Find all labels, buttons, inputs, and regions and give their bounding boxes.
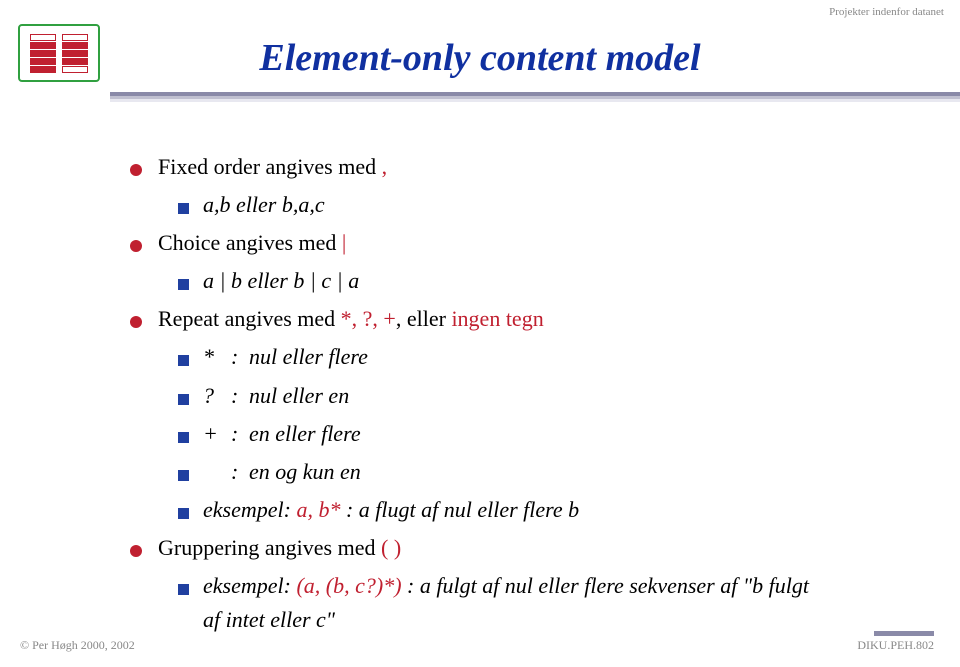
symbol: | [342,230,346,255]
title-divider [110,92,960,102]
bullet-icon [178,355,189,366]
symbol: *, ?, + [341,306,396,331]
bullet-icon [130,545,142,557]
bullet-text: Gruppering angives med ( ) [158,531,401,565]
bullet-icon [178,470,189,481]
bullet-text: Fixed order angives med , [158,150,387,184]
text: Repeat angives med [158,306,341,331]
symbol: + [203,417,231,451]
bullet-icon [130,240,142,252]
bullet-repeat: Repeat angives med *, ?, +, eller ingen … [130,302,890,336]
symbol: a, b* [296,497,340,522]
bullet-grouping: Gruppering angives med ( ) [130,531,890,565]
example-repeat: eksempel: a, b* : a flugt af nul eller f… [130,493,890,527]
bullet-icon [178,279,189,290]
op-plus: +:en eller flere [130,417,890,451]
symbol: * [203,340,231,374]
symbol: ingen tegn [451,306,543,331]
footer-copyright: © Per Høgh 2000, 2002 [20,638,135,653]
op-line: +:en eller flere [203,417,361,451]
op-question: ?:nul eller en [130,379,890,413]
bullet-icon [178,432,189,443]
symbol: ? [203,379,231,413]
example-text: eksempel: (a, (b, c?)*) : a fulgt af nul… [203,569,823,637]
op-line: ?:nul eller en [203,379,349,413]
bullet-fixed-order: Fixed order angives med , [130,150,890,184]
bullet-icon [178,584,189,595]
bullet-icon [130,164,142,176]
bullet-icon [178,394,189,405]
example-text: a | b eller b | c | a [203,264,359,298]
text: eksempel: [203,573,296,598]
bullet-icon [130,316,142,328]
symbol: ( ) [381,535,401,560]
bullet-icon [178,203,189,214]
symbol: (a, (b, c?)*) [296,573,401,598]
example-text: eksempel: a, b* : a flugt af nul eller f… [203,493,579,527]
slide-title: Element-only content model [0,36,960,80]
sub-choice: a | b eller b | c | a [130,264,890,298]
bullet-icon [178,508,189,519]
bullet-choice: Choice angives med | [130,226,890,260]
text: Fixed order angives med [158,154,382,179]
colon: : [231,417,249,451]
text: : a flugt af nul eller flere b [340,497,579,522]
description: en og kun en [249,459,361,484]
op-star: *:nul eller flere [130,340,890,374]
op-none: :en og kun en [130,455,890,489]
text: eksempel: [203,497,296,522]
description: nul eller en [249,383,349,408]
text: , eller [396,306,452,331]
text: Gruppering angives med [158,535,381,560]
content-area: Fixed order angives med , a,b eller b,a,… [130,150,890,641]
op-line: :en og kun en [203,455,361,489]
bullet-text: Repeat angives med *, ?, +, eller ingen … [158,302,544,336]
description: en eller flere [249,421,361,446]
colon: : [231,455,249,489]
bullet-text: Choice angives med | [158,226,346,260]
colon: : [231,340,249,374]
text: Choice angives med [158,230,342,255]
description: nul eller flere [249,344,368,369]
footer-bar [874,631,934,636]
sub-fixed-order: a,b eller b,a,c [130,188,890,222]
footer-ref: DIKU.PEH.802 [857,638,934,653]
example-text: a,b eller b,a,c [203,188,325,222]
colon: : [231,379,249,413]
op-line: *:nul eller flere [203,340,368,374]
example-grouping: eksempel: (a, (b, c?)*) : a fulgt af nul… [130,569,890,637]
header-strip: Projekter indenfor datanet [829,6,944,18]
symbol: , [382,154,388,179]
